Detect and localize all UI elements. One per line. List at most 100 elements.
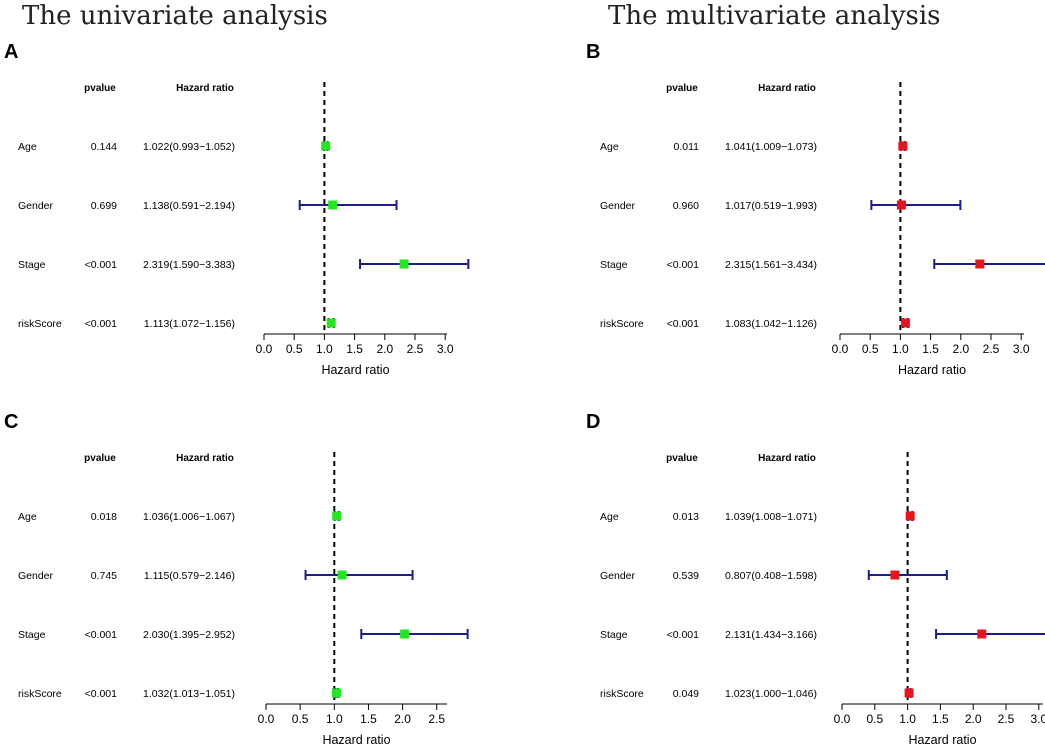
variable-label: Gender bbox=[600, 200, 636, 212]
pvalue-value: <0.001 bbox=[667, 259, 700, 271]
hazard-ratio-value: 0.807(0.408−1.598) bbox=[725, 570, 817, 582]
x-tick-label: 0.5 bbox=[862, 342, 879, 356]
pvalue-value: 0.018 bbox=[91, 511, 117, 523]
hazard-ratio-header: Hazard ratio bbox=[758, 83, 816, 94]
x-tick-label: 1.5 bbox=[922, 342, 939, 356]
hr-point-marker bbox=[332, 511, 342, 521]
variable-label: Gender bbox=[600, 570, 636, 582]
pvalue-value: <0.001 bbox=[85, 259, 118, 271]
variable-label: riskScore bbox=[600, 318, 644, 330]
hr-point-marker bbox=[977, 629, 987, 639]
hazard-ratio-header: Hazard ratio bbox=[176, 83, 234, 94]
x-tick-label: 3.0 bbox=[1013, 342, 1030, 356]
hazard-ratio-value: 1.083(1.042−1.126) bbox=[725, 318, 817, 330]
x-tick-label: 0.5 bbox=[286, 342, 303, 356]
pvalue-header: pvalue bbox=[666, 453, 698, 464]
hazard-ratio-value: 1.036(1.006−1.067) bbox=[143, 511, 235, 523]
hr-point-marker bbox=[328, 200, 338, 210]
panel-letter: D bbox=[586, 411, 600, 433]
hazard-ratio-value: 1.039(1.008−1.071) bbox=[725, 511, 817, 523]
pvalue-header: pvalue bbox=[84, 453, 116, 464]
pvalue-value: 0.960 bbox=[673, 200, 699, 212]
x-tick-label: 2.0 bbox=[394, 712, 411, 726]
pvalue-header: pvalue bbox=[666, 83, 698, 94]
pvalue-value: <0.001 bbox=[667, 318, 700, 330]
hazard-ratio-value: 1.041(1.009−1.073) bbox=[725, 141, 817, 153]
hr-point-marker bbox=[905, 511, 915, 521]
pvalue-value: 0.699 bbox=[91, 200, 117, 212]
hr-point-marker bbox=[904, 688, 914, 698]
panel-letter: C bbox=[4, 411, 18, 433]
pvalue-value: 0.539 bbox=[673, 570, 699, 582]
x-tick-label: 1.5 bbox=[932, 712, 949, 726]
x-tick-label: 2.0 bbox=[965, 712, 982, 726]
hr-point-marker bbox=[321, 141, 331, 151]
hr-point-marker bbox=[337, 570, 347, 580]
pvalue-value: 0.144 bbox=[91, 141, 117, 153]
hazard-ratio-value: 2.319(1.590−3.383) bbox=[143, 259, 235, 271]
variable-label: Age bbox=[18, 141, 37, 153]
x-tick-label: 1.0 bbox=[326, 712, 343, 726]
x-tick-label: 2.5 bbox=[428, 712, 445, 726]
panel-letter: A bbox=[4, 41, 18, 63]
hazard-ratio-value: 2.030(1.395−2.952) bbox=[143, 629, 235, 641]
hazard-ratio-value: 1.138(0.591−2.194) bbox=[143, 200, 235, 212]
hr-point-marker bbox=[400, 629, 410, 639]
x-tick-label: 1.0 bbox=[316, 342, 333, 356]
variable-label: Age bbox=[18, 511, 37, 523]
hazard-ratio-value: 1.032(1.013−1.051) bbox=[143, 688, 235, 700]
variable-label: Gender bbox=[18, 200, 54, 212]
x-tick-label: 2.0 bbox=[376, 342, 393, 356]
hr-point-marker bbox=[898, 141, 908, 151]
panel-letter: B bbox=[586, 41, 600, 63]
hazard-ratio-value: 1.115(0.579−2.146) bbox=[144, 570, 235, 582]
x-tick-label: 2.0 bbox=[952, 342, 969, 356]
x-tick-label: 0.5 bbox=[866, 712, 883, 726]
x-tick-label: 1.5 bbox=[360, 712, 377, 726]
x-tick-label: 3.0 bbox=[1030, 712, 1045, 726]
variable-label: Gender bbox=[18, 570, 54, 582]
hazard-ratio-value: 2.315(1.561−3.434) bbox=[725, 259, 817, 271]
x-tick-label: 0.5 bbox=[292, 712, 309, 726]
pvalue-value: 0.013 bbox=[673, 511, 699, 523]
x-tick-label: 1.5 bbox=[346, 342, 363, 356]
pvalue-value: <0.001 bbox=[85, 688, 118, 700]
hazard-ratio-header: Hazard ratio bbox=[176, 453, 234, 464]
pvalue-value: 0.745 bbox=[91, 570, 117, 582]
x-axis-title: Hazard ratio bbox=[321, 363, 389, 377]
variable-label: Stage bbox=[18, 629, 46, 641]
x-tick-label: 2.5 bbox=[983, 342, 1000, 356]
variable-label: Stage bbox=[600, 629, 628, 641]
pvalue-header: pvalue bbox=[84, 83, 116, 94]
variable-label: Stage bbox=[18, 259, 46, 271]
variable-label: riskScore bbox=[18, 318, 62, 330]
pvalue-value: <0.001 bbox=[667, 629, 700, 641]
x-tick-label: 1.0 bbox=[899, 712, 916, 726]
x-axis-title: Hazard ratio bbox=[908, 733, 976, 746]
hr-point-marker bbox=[896, 200, 906, 210]
x-axis-title: Hazard ratio bbox=[898, 363, 966, 377]
variable-label: Stage bbox=[600, 259, 628, 271]
hazard-ratio-value: 1.023(1.000−1.046) bbox=[725, 688, 817, 700]
hr-point-marker bbox=[890, 570, 900, 580]
x-tick-label: 3.0 bbox=[437, 342, 454, 356]
x-tick-label: 0.0 bbox=[832, 342, 849, 356]
hazard-ratio-value: 1.017(0.519−1.993) bbox=[725, 200, 817, 212]
hr-point-marker bbox=[975, 259, 985, 269]
hazard-ratio-header: Hazard ratio bbox=[758, 453, 816, 464]
x-tick-label: 2.5 bbox=[998, 712, 1015, 726]
x-tick-label: 2.5 bbox=[407, 342, 424, 356]
x-tick-label: 1.0 bbox=[892, 342, 909, 356]
pvalue-value: <0.001 bbox=[85, 629, 118, 641]
univariate-heading: The univariate analysis bbox=[22, 1, 328, 31]
pvalue-value: 0.011 bbox=[674, 141, 700, 153]
variable-label: Age bbox=[600, 511, 619, 523]
variable-label: riskScore bbox=[600, 688, 644, 700]
hazard-ratio-value: 1.022(0.993−1.052) bbox=[143, 141, 235, 153]
x-axis-title: Hazard ratio bbox=[322, 733, 390, 746]
